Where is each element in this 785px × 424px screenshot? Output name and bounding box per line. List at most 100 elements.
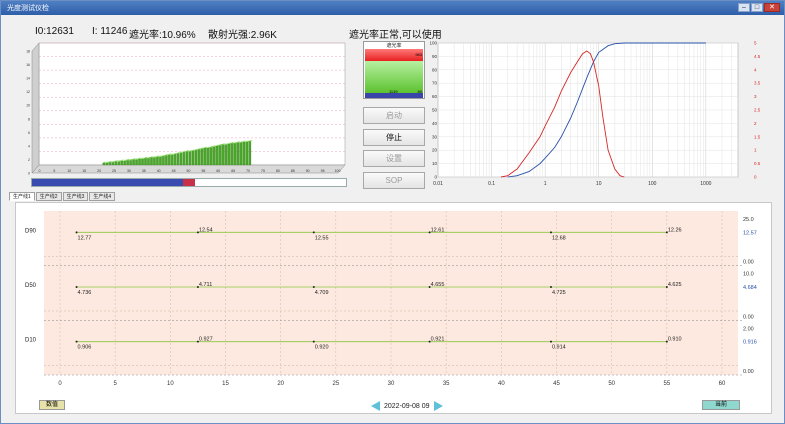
histogram-bar [179,152,183,166]
trend-point-label: 0.914 [552,345,566,351]
dist-right-tick-label: 1 [754,148,757,153]
histogram-bar [162,156,165,166]
dist-left-tick-label: 60 [432,94,438,99]
bar-y-tick-label: 8 [28,117,30,121]
bar-y-tick-label: 12 [26,90,30,94]
dist-left-tick-label: 30 [432,134,438,139]
histogram-bar-top [180,151,184,153]
dist-right-tick-label: 1.5 [754,134,761,139]
histogram-bar-top [135,158,139,160]
histogram-bar-top [153,156,157,158]
trend-row-label: D50 [25,283,37,289]
histogram-bar [144,158,147,166]
trend-x-tick-label: 10 [167,381,174,387]
sop-button[interactable]: SOP [363,172,425,189]
maximize-button[interactable]: □ [751,3,763,12]
trend-point-label: 12.61 [431,227,445,233]
trend-point [428,231,431,234]
i0-readout: I0:12631 [35,26,74,37]
histogram-bar-top [200,147,205,149]
close-button[interactable]: ✕ [764,3,780,12]
tab-line-1[interactable]: 生产线1 [9,192,35,201]
histogram-bar-top [117,160,122,162]
trend-point [75,231,78,234]
trend-point [75,340,78,343]
histogram-bar [138,158,141,166]
histogram-bar-top [165,154,169,156]
trend-point-label: 4.709 [315,290,329,296]
data-button[interactable]: 数值 [39,400,65,410]
histogram-bar-top [186,150,190,152]
histogram-bar [206,147,210,166]
tab-line-2[interactable]: 生产线2 [35,192,62,201]
tab-line-4[interactable]: 生产线4 [89,192,116,201]
histogram-bar-top [123,159,128,161]
minimize-button[interactable]: – [738,3,750,12]
trend-x-tick-label: 50 [608,381,615,387]
bar-x-tick-label: 75 [261,169,265,173]
trend-point [196,231,199,234]
histogram-bar [191,150,195,166]
trend-chart: 0 5 10 15 20 25 30 35 40 45 50 55 60 D90 25.0 0.00 12.57… [25,211,757,387]
meter-top-value: 983 [415,52,422,57]
histogram-bar-top [209,146,214,148]
histogram-bar [182,152,186,166]
start-button[interactable]: 启动 [363,107,425,124]
prev-arrow-icon[interactable] [371,401,380,411]
current-button[interactable]: 当前 [702,400,740,410]
histogram-bar-top [239,141,244,143]
obscuration-readout: 遮光率:10.96% [129,30,196,41]
trend-point-label: 4.736 [78,290,92,296]
histogram-bar-top [156,155,160,157]
dist-right-tick-label: 4 [754,67,757,72]
histogram-bar [159,156,162,166]
bar-x-tick-label: 30 [127,169,131,173]
bar-y-tick-label: 4 [28,144,30,148]
histogram-bar [177,153,180,166]
bar-y-tick-label: 0 [28,172,30,176]
meter-right-value: 89 [417,89,422,94]
bar-y-tick-label: 16 [26,63,30,67]
settings-button[interactable]: 设置 [363,150,425,167]
trend-x-tick-label: 55 [663,381,670,387]
histogram-bar [132,159,135,166]
histogram-bar-top [129,159,134,161]
histogram-bar-top [102,161,107,163]
dist-x-tick-label: 100 [648,181,657,187]
trend-x-tick-label: 20 [277,381,284,387]
progress-bar [31,178,347,187]
histogram-bar [197,149,201,166]
histogram-bar [114,161,118,166]
title-bar: 光度测试仪检 – □ ✕ [1,1,784,15]
histogram-bar-top [203,146,208,149]
bar-x-tick-label: 70 [246,169,250,173]
histogram-bar-top [227,142,232,144]
bar-x-tick-label: 45 [172,169,176,173]
histogram-bar [200,148,204,166]
histogram-bar [215,145,219,166]
histogram-bar-top [183,150,187,153]
bar-x-tick-label: 20 [97,169,101,173]
trend-point-label: 0.910 [668,337,682,343]
stop-button[interactable]: 停止 [363,129,425,146]
trend-point [196,340,199,343]
histogram-bar [105,162,109,166]
histogram-bar [224,144,228,166]
histogram-bar-top [206,146,211,149]
next-arrow-icon[interactable] [433,401,443,411]
trend-right-tick-top: 25.0 [743,217,754,223]
dist-right-tick-label: 3 [754,94,757,99]
tab-line-3[interactable]: 生产线3 [62,192,89,201]
trend-point-label: 12.26 [668,227,682,233]
bar-x-tick-label: 25 [112,169,116,173]
histogram-bar-top [233,142,238,144]
trend-current-value: 4.684 [743,285,757,291]
trend-x-tick-label: 25 [332,381,339,387]
obscuration-meter: 遮光率 983 1139 89 [363,41,425,99]
histogram-bar [153,157,156,166]
bar-x-tick-label: 0 [39,169,41,173]
bar-x-tick-label: 90 [306,169,310,173]
histogram-bar-top [144,157,148,159]
histogram-bar-top [174,152,178,155]
trend-point-label: 0.921 [431,337,445,343]
